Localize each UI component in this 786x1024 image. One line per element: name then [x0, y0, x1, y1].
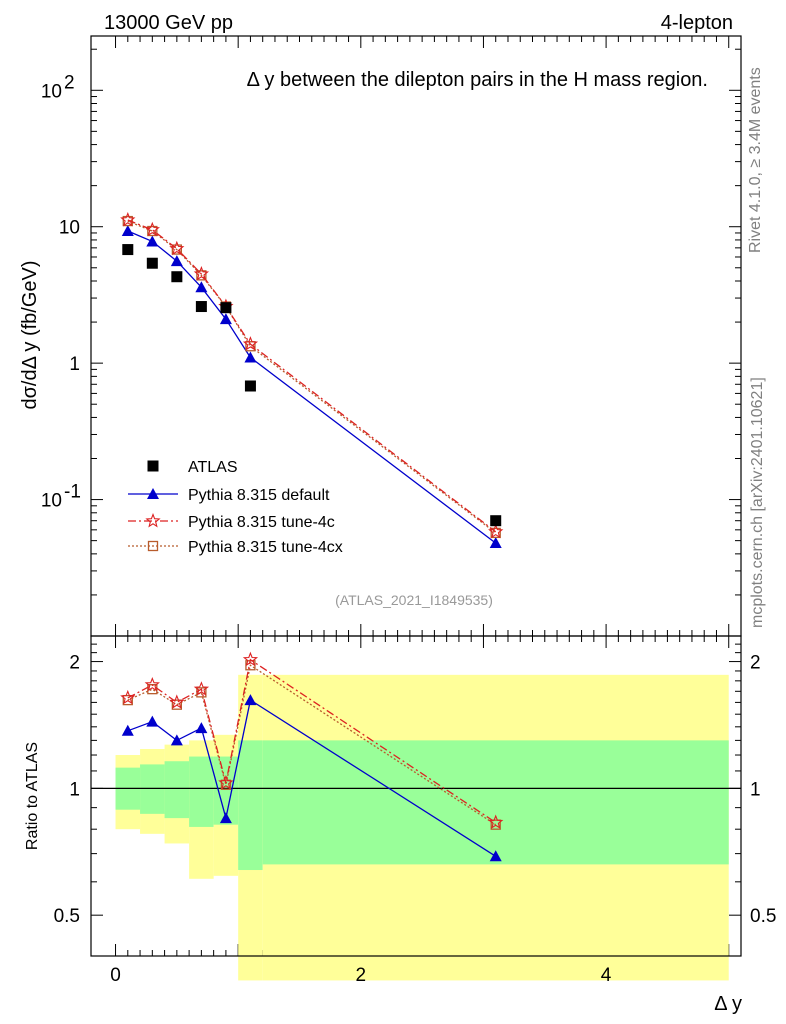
ratio-point-0 [170, 734, 183, 746]
inner-band-bin [189, 756, 214, 827]
series-line-2 [127, 219, 497, 533]
series-point-2 [169, 240, 185, 256]
series-point-1 [170, 255, 183, 267]
ratio-point-0 [489, 850, 502, 862]
legend: ATLAS Pythia 8.315 default Pythia 8.315 tu… [128, 459, 343, 556]
ratio-point-0 [146, 715, 159, 727]
inner-band-bin [140, 764, 165, 814]
main-panel-data [120, 211, 504, 549]
x-tick-label: 2 [356, 965, 367, 986]
legend-marker [145, 512, 161, 528]
y-tick-label: 10 [41, 491, 62, 512]
mcplots-label: mcplots.cern.ch [arXiv:2401.10621] [749, 377, 766, 628]
ratio-point-1 [120, 689, 136, 705]
y-tick-exponent: 2 [64, 72, 75, 93]
data-point [490, 515, 502, 527]
ratio-point-0 [219, 812, 232, 824]
series-point-3 [490, 527, 501, 539]
legend-label: Pythia 8.315 default [188, 487, 330, 504]
series-point-1 [121, 225, 134, 237]
x-axis-label: Δ y [714, 993, 742, 1015]
y-axis-label: dσ/dΔ y (fb/GeV) [19, 260, 41, 409]
y-tick-exponent: -1 [64, 482, 81, 503]
beam-energy-label: 13000 GeV pp [104, 12, 233, 34]
ratio-panel-data [91, 651, 741, 981]
series-point-3 [245, 341, 256, 352]
y-tick-label: 10 [41, 81, 62, 102]
series-point-3 [171, 244, 182, 255]
ratio-point-2 [220, 779, 232, 790]
y-tick-label: 10 [59, 218, 80, 239]
rivet-version-label: Rivet 4.1.0, ≥ 3.4M events [747, 67, 764, 253]
series-point-1 [195, 281, 208, 293]
y-tick-label: 1 [69, 354, 80, 375]
data-point [171, 271, 183, 283]
ratio-point-2 [171, 699, 182, 710]
ratio-point-0 [121, 724, 134, 736]
ratio-point-1 [144, 676, 160, 692]
legend-marker [147, 540, 159, 552]
series-point-2 [120, 211, 136, 227]
data-point [122, 244, 134, 256]
inner-band-bin [164, 761, 190, 819]
data-point [195, 301, 207, 313]
ratio-line-1 [127, 658, 497, 824]
series-point-2 [488, 523, 504, 539]
ratio-point-1 [193, 681, 210, 696]
legend-marker [147, 488, 159, 499]
analysis-tag: (ATLAS_2021_I1849535) [335, 592, 493, 608]
inner-band-bin [262, 740, 729, 865]
series-line-3 [127, 220, 497, 534]
series-point-3 [196, 270, 207, 281]
series-point-3 [122, 215, 133, 227]
ratio-point-2 [490, 819, 501, 830]
legend-label: ATLAS [188, 459, 238, 476]
legend-label: Pythia 8.315 tune-4c [188, 514, 335, 531]
ratio-y-tick-label-right: 1 [750, 779, 761, 800]
legend-marker [147, 460, 159, 472]
data-point [146, 257, 158, 269]
chart-title: Δ y between the dilepton pairs in the H … [247, 69, 708, 91]
ratio-y-tick-label: 0.5 [54, 906, 80, 927]
series-point-1 [244, 351, 257, 363]
legend-label: Pythia 8.315 tune-4cx [188, 539, 343, 556]
ratio-line-2 [127, 664, 497, 826]
ratio-point-0 [195, 722, 208, 734]
ratio-point-2 [196, 687, 207, 698]
inner-band-bin [238, 740, 263, 871]
ratio-point-1 [218, 774, 234, 790]
ratio-y-tick-label: 1 [69, 779, 80, 800]
ratio-y-axis-label: Ratio to ATLAS [24, 742, 41, 850]
ratio-y-tick-label: 2 [69, 653, 80, 674]
series-point-2 [242, 336, 259, 351]
data-point [244, 380, 256, 392]
ratio-point-1 [488, 814, 504, 829]
ratio-y-tick-label-right: 0.5 [750, 906, 776, 927]
series-point-2 [193, 265, 210, 281]
series-point-1 [489, 537, 502, 549]
ratio-point-1 [169, 694, 185, 709]
series-point-1 [219, 313, 232, 325]
series-point-3 [147, 225, 158, 237]
x-tick-label: 0 [110, 965, 121, 986]
process-label: 4-lepton [661, 12, 733, 34]
series-point-1 [146, 235, 159, 247]
ratio-point-1 [242, 651, 259, 667]
ratio-panel: 0 2 4 0.5 0.5 1 1 2 2 Ratio to ATLAS Δ y [24, 635, 776, 1015]
ratio-panel-ticks: 0 2 4 0.5 0.5 1 1 2 2 [54, 635, 776, 986]
ratio-point-2 [122, 694, 133, 706]
data-point [220, 302, 232, 314]
x-tick-label: 4 [601, 965, 612, 986]
ratio-y-tick-label-right: 2 [750, 653, 761, 674]
series-point-2 [144, 221, 160, 237]
ratio-point-0 [244, 694, 257, 706]
ratio-panel-frame [90, 635, 742, 957]
